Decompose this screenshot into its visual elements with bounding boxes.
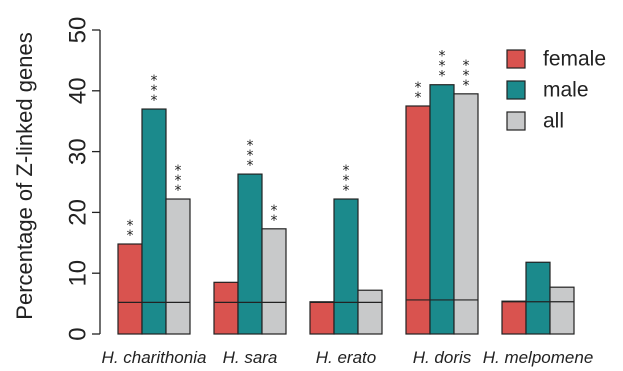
bar-female xyxy=(501,300,527,335)
bars: ******** **************** xyxy=(117,49,575,335)
legend-label-male: male xyxy=(543,79,589,102)
significance-star: * xyxy=(271,213,278,229)
legend-swatch-female xyxy=(506,49,526,69)
significance-star: * xyxy=(175,173,182,189)
significance-star: * xyxy=(127,218,134,234)
y-tick-label: 30 xyxy=(65,138,92,165)
significance-star: * xyxy=(127,228,134,244)
y-tick-label: 40 xyxy=(65,77,92,104)
significance-star: * xyxy=(463,58,470,74)
y-axis: 0 10 20 30 40 50 xyxy=(65,17,101,341)
bar-all xyxy=(453,93,479,335)
bar-female xyxy=(213,281,239,335)
x-axis: H. charithonia H. sara H. erato H. doris H. … xyxy=(102,348,594,367)
bar-group: *** xyxy=(309,163,383,335)
x-tick-label: H. melpomene xyxy=(483,348,594,367)
bar-all xyxy=(549,286,575,335)
significance-star: * xyxy=(175,163,182,179)
x-tick-label: H. charithonia xyxy=(102,348,207,367)
significance-star: * xyxy=(151,93,158,109)
legend-label-female: female xyxy=(543,48,606,71)
y-tick-label: 50 xyxy=(65,17,92,44)
significance-star: * xyxy=(439,69,446,85)
significance-star: * xyxy=(343,163,350,179)
significance-star: * xyxy=(247,138,254,154)
bar-group: ******** xyxy=(117,73,191,335)
bar-group xyxy=(501,261,575,335)
significance-star: * xyxy=(463,68,470,84)
bar-male xyxy=(333,198,359,335)
bar-female xyxy=(309,301,335,335)
significance-star: * xyxy=(151,73,158,89)
bar-group: ***** xyxy=(213,138,287,335)
bar-group: ******** xyxy=(405,49,479,335)
significance-star: * xyxy=(415,90,422,106)
bar-male xyxy=(429,84,455,335)
significance-star: * xyxy=(415,80,422,96)
legend: female male all xyxy=(506,48,606,133)
x-tick-label: H. erato xyxy=(316,348,376,367)
bar-male xyxy=(237,173,263,335)
bar-female xyxy=(117,243,143,335)
bar-male xyxy=(525,261,551,335)
significance-star: * xyxy=(439,49,446,65)
significance-star: * xyxy=(151,83,158,99)
significance-star: * xyxy=(271,203,278,219)
significance-star: * xyxy=(247,148,254,164)
x-tick-label: H. doris xyxy=(413,348,472,367)
bar-all xyxy=(261,228,287,335)
significance-star: * xyxy=(343,173,350,189)
y-axis-label: Percentage of Z-linked genes xyxy=(12,32,37,319)
x-tick-label: H. sara xyxy=(223,348,278,367)
bar-all xyxy=(357,289,383,335)
significance-star: * xyxy=(247,158,254,174)
significance-star: * xyxy=(175,183,182,199)
legend-label-all: all xyxy=(543,110,564,133)
legend-swatch-all xyxy=(506,111,526,131)
bar-male xyxy=(141,108,167,335)
legend-swatch-male xyxy=(506,80,526,100)
y-tick-label: 10 xyxy=(65,260,92,287)
significance-star: * xyxy=(439,59,446,75)
y-tick-label: 20 xyxy=(65,199,92,226)
y-tick-label: 0 xyxy=(65,327,92,340)
bar-all xyxy=(165,198,191,335)
significance-star: * xyxy=(343,183,350,199)
significance-star: * xyxy=(463,78,470,94)
